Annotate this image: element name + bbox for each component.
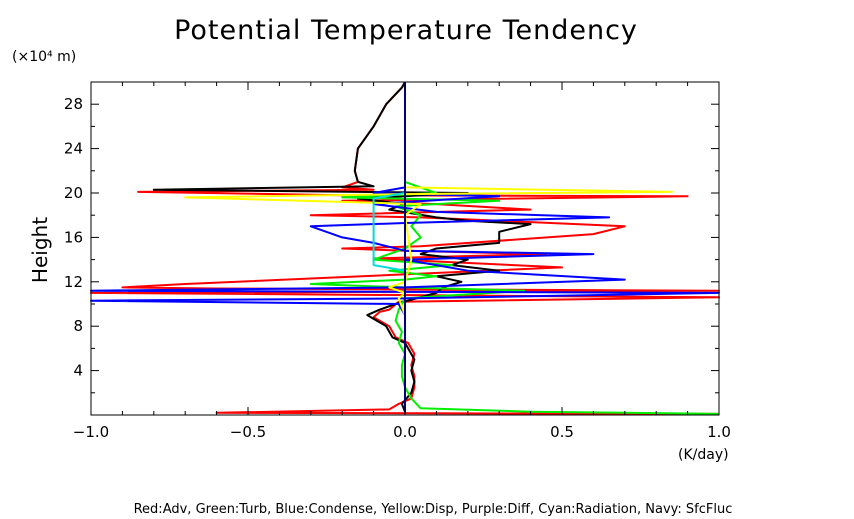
series-line-4	[184, 82, 673, 413]
y-tick-label: 16	[64, 228, 83, 246]
y-tick-label: 8	[73, 317, 83, 335]
y-tick-label: 20	[64, 184, 83, 202]
y-tick-label: 4	[73, 362, 83, 380]
y-tick-label: 28	[64, 95, 83, 113]
y-unit-label: (×10⁴ m)	[12, 49, 76, 65]
x-unit-label: (K/day)	[678, 447, 729, 463]
series-line-1	[152, 81, 532, 413]
legend-footer: Red:Adv, Green:Turb, Blue:Condense, Yell…	[134, 502, 733, 517]
tick-layer: −1.0 −0.5 0.0 0.5 1.0 4 8 12 16 20 24 28	[64, 82, 731, 441]
x-tick-label: −0.5	[230, 423, 266, 441]
series-layer	[90, 81, 720, 415]
y-axis-label: Height	[28, 217, 52, 283]
x-tick-label: −1.0	[73, 423, 109, 441]
chart-title: Potential Temperature Tendency	[174, 15, 638, 46]
y-tick-label: 12	[64, 273, 83, 291]
x-tick-label: 0.5	[550, 423, 574, 441]
x-tick-label: 1.0	[707, 423, 731, 441]
x-tick-label: 0.0	[393, 423, 417, 441]
y-tick-label: 24	[64, 140, 83, 158]
